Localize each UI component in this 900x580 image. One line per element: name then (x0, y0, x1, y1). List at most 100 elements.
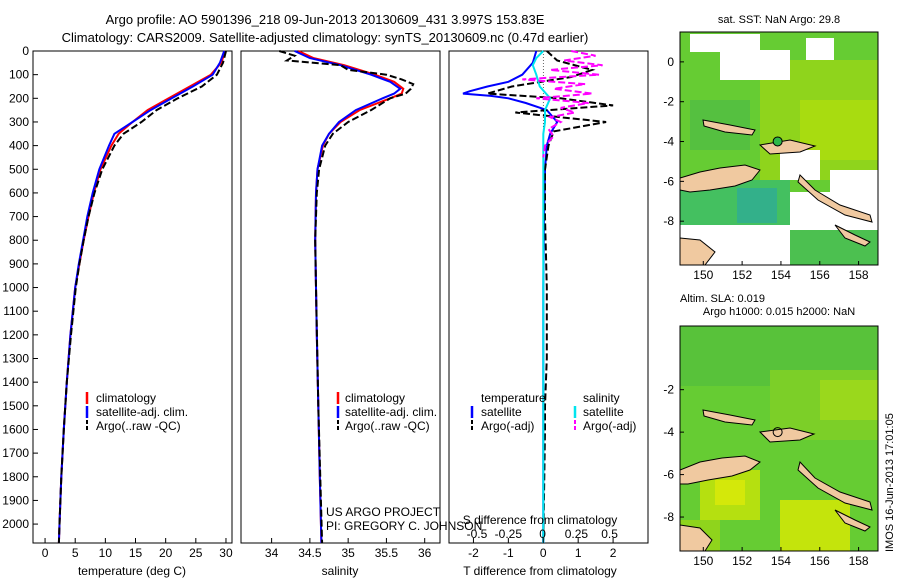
difference-x-tick-label: 2 (610, 546, 617, 560)
temperature-series-group (57, 50, 227, 544)
map-lat-tick-label: -8 (663, 510, 674, 524)
credit-line-1: US ARGO PROJECT (326, 505, 441, 519)
legend-argo-label: Argo(..raw -QC) (96, 419, 181, 433)
temperature-x-label: temperature (deg C) (78, 564, 186, 578)
sla-field-patch (715, 480, 745, 505)
difference-axes: -2 -1 0 1 2 -0.5 -0.25 0 0.25 0.5 (467, 527, 619, 560)
temperature-x-tick-label: 5 (72, 546, 79, 560)
sla-field-patch (820, 380, 878, 420)
sst-gap (806, 38, 834, 60)
salinity-series-argo (279, 50, 415, 544)
salinity-series-climatology (297, 50, 405, 544)
imos-timestamp-stamp: IMOS 16-Jun-2013 17:01:05 (884, 413, 896, 552)
depth-y-tick-label: 1000 (2, 281, 29, 295)
sla-map-title-line-2: Argo h1000: 0.015 h2000: NaN (702, 306, 856, 318)
map-lon-tick-label: 154 (771, 268, 791, 282)
map-lon-tick-label: 152 (732, 268, 752, 282)
sla-map: 150 152 154 156 158 -2 -4 -6 -8 (663, 325, 879, 568)
diff-legend-s-sat-label: satellite (583, 405, 624, 419)
difference-x-tick-label: 1 (575, 546, 582, 560)
sal-legend-satellite-label: satellite-adj. clim. (345, 405, 437, 419)
sla-land-southwest (680, 524, 713, 551)
map-lon-tick-label: 150 (693, 268, 713, 282)
map-lat-tick-label: -4 (663, 425, 674, 439)
temperature-x-tick-label: 15 (129, 546, 143, 560)
diff-legend-s-title: salinity (583, 391, 620, 405)
sst-map-axes: 150 152 154 156 158 0 -2 -4 -6 -8 (663, 55, 869, 282)
difference-series-group (462, 50, 614, 544)
sst-gap (720, 50, 790, 80)
depth-y-tick-label: 900 (9, 257, 29, 271)
sst-gap (690, 34, 760, 52)
depth-y-tick-label: 500 (9, 162, 29, 176)
sla-map-title-line-1: Altim. SLA: 0.019 (680, 293, 765, 305)
temperature-axes: 0 5 10 15 20 25 300100200300400500600700800900… (2, 44, 233, 560)
difference-panel: -2 -1 0 1 2 -0.5 -0.25 0 0.25 0.5 T difference fr… (448, 50, 649, 578)
credit-line-2: PI: GREGORY C. JOHNSON (326, 519, 482, 533)
depth-y-tick-label: 1300 (2, 352, 29, 366)
title-line-1: Argo profile: AO 5901396_218 09-Jun-2013… (105, 12, 545, 27)
sst-field-patch (790, 230, 878, 265)
difference-s-tick-label: -0.5 (467, 527, 488, 541)
difference-series-s-argo (522, 50, 603, 158)
sst-gap (830, 170, 878, 195)
sst-land-solomons (834, 224, 871, 247)
temperature-series-satellite (57, 50, 226, 544)
map-lat-tick-label: 0 (667, 55, 674, 69)
sst-map-field (680, 32, 878, 265)
depth-y-tick-label: 1500 (2, 399, 29, 413)
map-lat-tick-label: -8 (663, 214, 674, 228)
map-lat-tick-label: -2 (663, 383, 674, 397)
sst-map-frame (679, 31, 879, 266)
map-lon-tick-label: 158 (849, 268, 869, 282)
difference-t-x-label: T difference from climatology (463, 564, 617, 578)
difference-s-tick-label: 0.25 (565, 527, 589, 541)
title-line-2: Climatology: CARS2009. Satellite-adjuste… (61, 30, 589, 45)
salinity-x-tick-label: 36 (418, 546, 432, 560)
sst-land-southwest (680, 237, 716, 265)
salinity-panel: 34 34.5 35 35.5 36 salinity climatology sate… (240, 50, 482, 578)
difference-x-tick-label: 0 (540, 546, 547, 560)
sla-map-axes: 150 152 154 156 158 -2 -4 -6 -8 (663, 383, 869, 568)
depth-y-tick-label: 700 (9, 210, 29, 224)
temperature-plot-frame (32, 50, 233, 544)
difference-x-tick-label: -1 (503, 546, 514, 560)
sla-land-new-guinea (680, 455, 761, 485)
sst-land-new-ireland (702, 119, 756, 136)
legend-satellite-label: satellite-adj. clim. (96, 405, 188, 419)
sla-field-patch (780, 500, 850, 551)
difference-plot-frame (448, 50, 649, 544)
diff-legend-t-argo-label: Argo(-adj) (481, 419, 534, 433)
salinity-series-group (279, 50, 415, 544)
sst-land-bougainville (797, 174, 873, 223)
difference-series-t-argo (487, 50, 614, 544)
depth-y-tick-label: 400 (9, 139, 29, 153)
salinity-plot-frame (240, 50, 441, 544)
difference-s-tick-label: 0.5 (601, 527, 618, 541)
map-lat-tick-label: -4 (663, 135, 674, 149)
depth-y-tick-label: 2000 (2, 517, 29, 531)
salinity-axes: 34 34.5 35 35.5 36 (265, 538, 432, 560)
temperature-x-tick-label: 0 (42, 546, 49, 560)
sst-map: 150 152 154 156 158 0 -2 -4 -6 -8 (663, 31, 879, 282)
map-lon-tick-label: 154 (771, 554, 791, 568)
temperature-series-climatology (57, 50, 227, 544)
salinity-x-label: salinity (322, 564, 359, 578)
depth-y-tick-label: 0 (22, 44, 29, 58)
depth-y-tick-label: 300 (9, 115, 29, 129)
salinity-x-tick-label: 34.5 (298, 546, 322, 560)
depth-y-tick-label: 1400 (2, 375, 29, 389)
temperature-series-argo (57, 50, 227, 544)
difference-x-tick-label: -2 (468, 546, 479, 560)
difference-s-tick-label: 0 (539, 527, 546, 541)
legend-climatology-label: climatology (96, 391, 156, 405)
difference-s-x-label: S difference from climatology (463, 513, 618, 527)
map-lon-tick-label: 152 (732, 554, 752, 568)
depth-y-tick-label: 100 (9, 68, 29, 82)
depth-y-tick-label: 1600 (2, 422, 29, 436)
map-lon-tick-label: 150 (693, 554, 713, 568)
salinity-series-satellite (294, 50, 402, 544)
sla-land-new-ireland (702, 409, 756, 426)
depth-y-tick-label: 1900 (2, 493, 29, 507)
